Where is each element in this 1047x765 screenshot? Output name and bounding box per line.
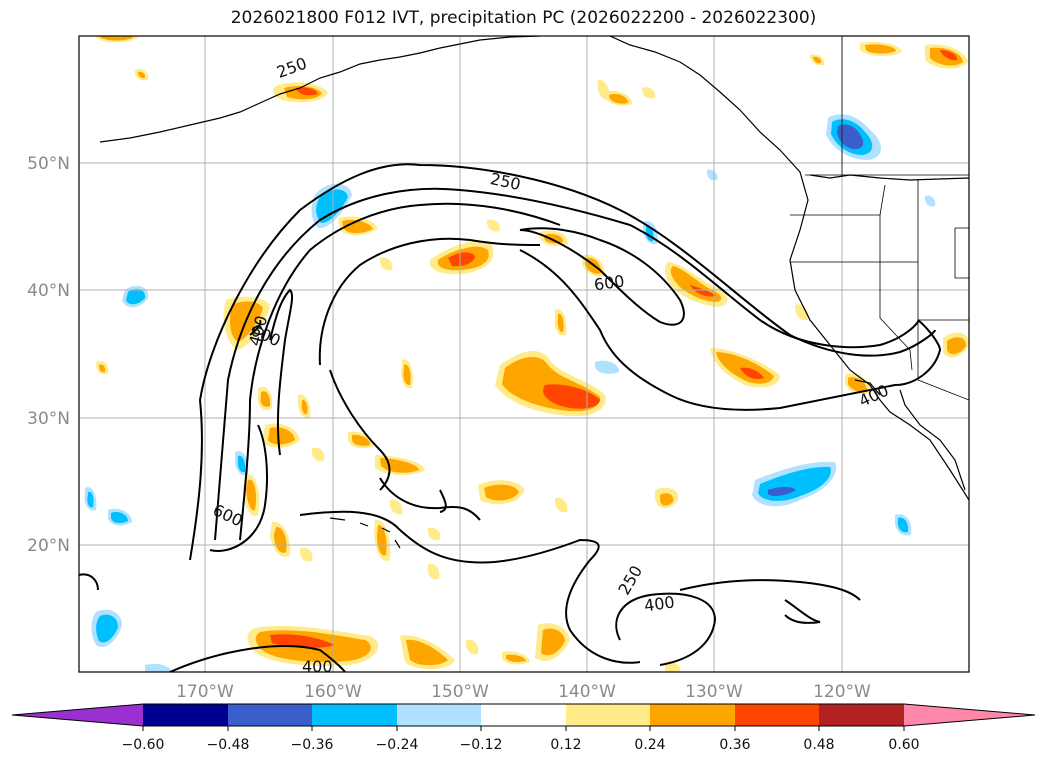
colorbar-segment [397,704,481,726]
contour-label-400-c: 400 [643,592,676,615]
map-title: 2026021800 F012 IVT, precipitation PC (2… [230,8,817,28]
colorbar-tick: −0.24 [376,737,419,753]
colorbar-segment [735,704,819,726]
precipitation-shading [84,36,969,672]
longitude-axis: 170°W 160°W 150°W 140°W 130°W 120°W [176,682,871,702]
latitude-axis: 50°N 40°N 30°N 20°N [27,154,70,556]
contour-label-250-c: 250 [614,562,646,598]
state-borders [790,36,969,401]
colorbar-segment [228,704,312,726]
lon-tick-160w: 160°W [304,682,362,702]
contour-label-250-a: 250 [274,54,309,82]
colorbar-tick: 0.60 [888,737,919,753]
colorbar-segment [650,704,735,726]
coastlines [99,36,969,549]
lat-tick-40n: 40°N [27,281,70,301]
contour-label-250-b: 250 [489,169,523,194]
colorbar-segment [819,704,904,726]
lat-tick-20n: 20°N [27,536,70,556]
colorbar-segment [481,704,566,726]
lat-tick-30n: 30°N [27,409,70,429]
colorbar-tick: −0.60 [122,737,165,753]
colorbar-tick: 0.48 [803,737,834,753]
colorbar-segment [566,704,650,726]
contour-labels: 250 250 600 600 400 400 600 250 400 400 [210,54,892,676]
colorbar-segment-under [12,704,143,726]
colorbar-tick: −0.36 [291,737,334,753]
lon-tick-140w: 140°W [558,682,616,702]
colorbar-tick: −0.12 [460,737,503,753]
colorbar-tick: 0.24 [634,737,665,753]
colorbar-tick: 0.36 [719,737,750,753]
lon-tick-130w: 130°W [685,682,743,702]
gridlines [79,36,969,672]
ivt-contours [79,163,942,672]
contour-label-400-d: 400 [302,657,333,676]
map-frame [78,35,970,673]
colorbar-segment-over [904,704,1035,726]
contour-label-600-a: 600 [593,271,626,294]
lon-tick-150w: 150°W [431,682,489,702]
colorbar-tick: 0.12 [550,737,581,753]
lat-tick-50n: 50°N [27,154,70,174]
colorbar-segment [312,704,397,726]
colorbar-tick: −0.48 [207,737,250,753]
lon-tick-170w: 170°W [176,682,234,702]
lon-tick-120w: 120°W [813,682,871,702]
colorbar: −0.60 −0.48 −0.36 −0.24 −0.12 0.12 0.24 … [11,703,1036,753]
colorbar-segment [143,704,228,726]
